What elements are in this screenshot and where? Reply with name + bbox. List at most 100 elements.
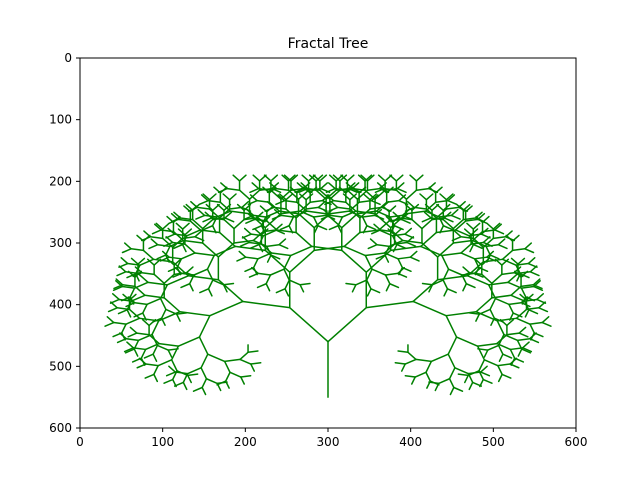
tree-branch [482,236,491,244]
tree-branch [299,282,311,286]
tree-branch [127,332,138,338]
tree-branch [140,348,147,359]
tree-branch [156,254,167,260]
tree-branch [320,182,329,190]
tree-branch [252,258,259,269]
tree-branch [479,371,491,377]
tree-branch [515,317,531,325]
tree-branch [359,208,371,219]
tree-branch [239,351,249,361]
plot-area [79,57,577,429]
tree-branch [130,248,145,252]
tree-branch [158,342,180,347]
tree-branch [452,218,465,230]
tree-branch [457,373,469,377]
tree-branch [104,321,115,327]
tree-branch [489,297,497,311]
tree-branch [175,313,181,322]
tree-branch [186,367,202,375]
tree-branch [510,294,526,302]
tree-branch [482,237,495,249]
tree-branch [466,222,475,230]
tree-branch [173,243,184,249]
tree-branch [167,348,179,351]
tree-branch [224,371,231,382]
tree-branch [260,243,273,254]
tree-branch [199,288,210,294]
tree-branch [240,374,252,378]
tree-branch [250,363,256,372]
tree-branch [109,298,120,304]
tree-branch [478,359,486,372]
tree-branch [137,257,146,265]
tree-branch [151,333,159,347]
tree-branch [203,214,218,218]
tree-branch [171,378,177,388]
tree-branch [299,284,305,293]
tree-branch [404,227,413,235]
tree-branch [529,271,540,277]
tree-branch [325,189,337,200]
tree-branch [421,242,439,258]
tree-branch [371,229,382,235]
tree-branch [479,365,488,373]
tree-branch [143,230,152,238]
tree-branch [393,225,404,231]
tree-branch [140,236,152,242]
tree-branch [170,212,179,221]
tree-branch [415,174,424,182]
tree-branch [283,199,298,204]
tree-branch [510,285,522,297]
tree-branch [494,297,510,306]
tree-branch [165,371,177,377]
tree-branch [163,297,181,313]
tree-branch [426,380,432,389]
tree-branch [528,332,537,340]
tree-branch [239,241,250,247]
tree-branch [249,187,260,194]
tree-branch [303,187,317,191]
tree-branch [273,208,282,217]
tree-branch [254,228,263,236]
tree-branch [126,309,132,318]
tree-branch [462,203,471,212]
tree-branch [275,288,286,294]
tree-branch [487,344,500,351]
tree-branch [516,337,531,342]
tree-branch [206,254,215,270]
tree-branch [538,307,549,313]
tree-branch [125,337,140,342]
tree-branch [266,243,280,248]
tree-branch [202,193,211,201]
tree-branch [519,273,530,279]
tree-branch [329,214,344,218]
tree-branch [167,349,173,358]
tree-branch [491,294,512,299]
tree-branch [258,235,265,246]
tree-branch [247,199,258,206]
tree-branch [240,376,245,385]
tree-branch [130,294,146,302]
tree-branch [406,241,417,247]
tree-branch [377,174,386,182]
tree-branch [404,203,413,212]
tree-branch [322,208,331,217]
tree-branch [485,245,492,256]
tree-branch [520,296,529,304]
tree-branch [163,273,175,285]
tree-branch [366,187,381,191]
tree-branch [126,262,141,266]
tree-branch [445,206,460,210]
tree-branch [264,206,275,212]
tree-branch [212,279,225,286]
tree-branch [371,268,387,276]
tree-branch [520,348,532,354]
tree-branch [405,210,427,215]
tree-branch [518,326,527,334]
tree-branch [497,363,511,367]
tree-branch [501,258,517,266]
tree-branch [395,189,408,200]
tree-branch [497,243,508,250]
tree-branch [238,250,247,258]
tree-branch [278,243,289,250]
